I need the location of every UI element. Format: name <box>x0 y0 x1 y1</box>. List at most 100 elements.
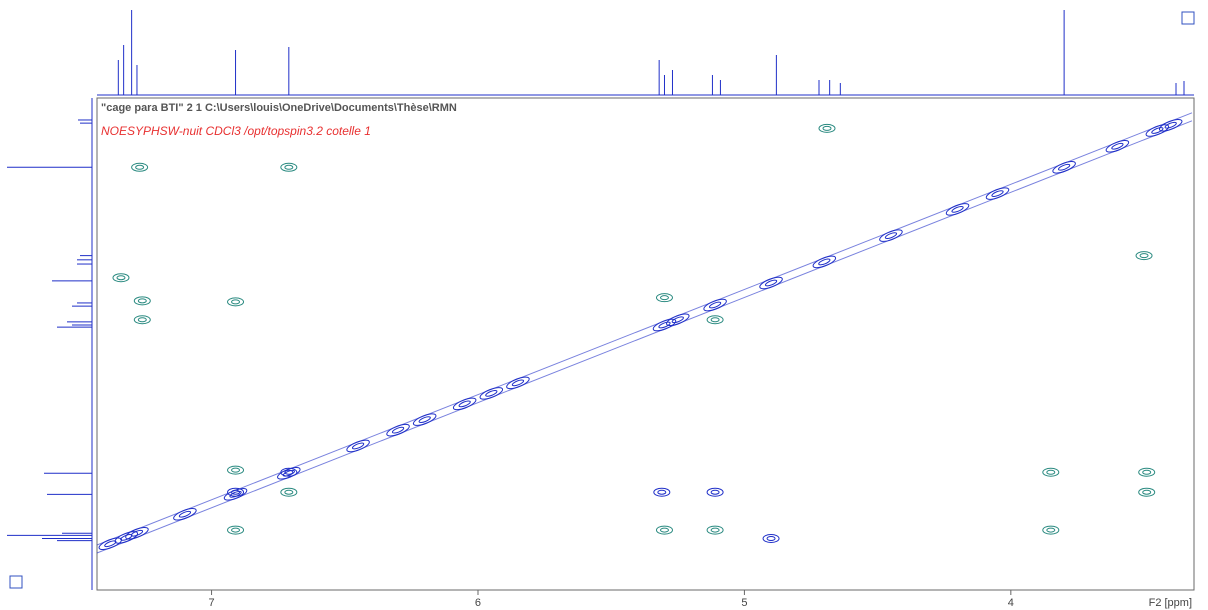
diagonal-peak-core <box>708 301 722 309</box>
spectrum-subtitle: NOESYPHSW-nuit CDCl3 /opt/topspin3.2 cot… <box>101 124 371 138</box>
cross-peak-core <box>822 125 832 131</box>
diagonal-peak-core <box>1057 163 1071 171</box>
cross-peak-core <box>284 164 294 170</box>
corner-box[interactable] <box>9 575 23 589</box>
diagonal-peak <box>173 508 197 521</box>
diagonal-peak-core <box>104 540 117 548</box>
diagonal-peak <box>985 187 1010 200</box>
cross-peak-core <box>231 527 241 533</box>
cross-peak-core <box>116 275 126 281</box>
diagonal-peak <box>1158 118 1183 132</box>
cross-peak-core <box>284 489 294 495</box>
cross-peak-core <box>710 489 720 495</box>
diagonal-peak-core <box>951 205 964 213</box>
diagonal-peak <box>945 203 970 216</box>
cross-peak <box>133 315 151 325</box>
diagonal-peak <box>277 467 301 480</box>
cross-peak <box>131 162 149 172</box>
diagonal-band <box>96 120 1193 554</box>
diagonal-peak <box>479 387 504 400</box>
cross-peak-core <box>231 489 241 495</box>
diagonal-peak-core <box>764 279 778 287</box>
diagonal-peak <box>812 255 837 269</box>
cross-peak-core <box>1046 469 1056 475</box>
cross-peak <box>280 162 298 172</box>
diagonal-peak <box>666 313 690 327</box>
diagonal-peak-core <box>1151 127 1164 134</box>
cross-peak <box>1042 467 1060 477</box>
cross-peak <box>762 533 780 543</box>
cross-peak-core <box>659 527 669 533</box>
cross-peak <box>227 487 245 497</box>
cross-peak <box>112 273 130 283</box>
cross-peak <box>818 123 836 133</box>
diagonal-peak-core <box>178 510 192 518</box>
cross-peak-core <box>1142 489 1152 495</box>
x-axis-label: F2 [ppm] <box>1149 597 1192 609</box>
cross-peak <box>653 487 671 497</box>
cross-peak-core <box>1046 527 1056 533</box>
cross-peak <box>227 465 245 475</box>
cross-peak <box>1042 525 1060 535</box>
cross-peak <box>655 293 673 303</box>
diagonal-peak-core <box>120 534 133 541</box>
cross-peak <box>1135 251 1153 261</box>
plot-frame <box>96 97 1195 591</box>
cross-peak-core <box>766 535 776 541</box>
cross-peak-core <box>135 164 145 170</box>
cross-peak <box>133 296 151 306</box>
diagonal-peak-core <box>991 190 1004 197</box>
diagonal-band <box>96 112 1193 546</box>
cross-peak-core <box>710 527 720 533</box>
diagonal-peak-core <box>511 379 525 387</box>
cross-peak <box>706 525 724 535</box>
cross-peak-core <box>657 489 667 495</box>
diagonal-peak-core <box>1111 142 1124 150</box>
cross-peak <box>1138 487 1156 497</box>
diagonal-peak <box>1105 139 1130 153</box>
diagonal-peak-core <box>671 316 684 324</box>
diagonal-peak <box>346 439 370 453</box>
diagonal-peak-core <box>391 426 405 434</box>
cross-peak-core <box>284 469 294 475</box>
diagonal-peak-core <box>818 258 831 266</box>
x-tick-label: 5 <box>741 597 747 609</box>
cross-peak-core <box>1139 253 1149 259</box>
diagonal-peak-core <box>351 442 365 450</box>
x-tick-label: 6 <box>475 597 481 609</box>
diagonal-peak <box>1052 161 1076 174</box>
cross-peak <box>280 467 298 477</box>
cross-peak-core <box>710 317 720 323</box>
diagonal-peak <box>879 229 903 242</box>
diagonal-peak <box>1145 124 1170 137</box>
cross-peak <box>280 487 298 497</box>
diagonal-peak-core <box>884 232 898 240</box>
cross-peak-core <box>1142 469 1152 475</box>
x-tick-label: 7 <box>208 597 214 609</box>
cross-peak-core <box>659 295 669 301</box>
spectrum-title: "cage para BTI" 2 1 C:\Users\louis\OneDr… <box>101 102 457 114</box>
diagonal-peak <box>652 318 677 332</box>
cross-peak-core <box>231 299 241 305</box>
cross-peak <box>227 297 245 307</box>
diagonal-peak-core <box>658 321 671 329</box>
diagonal-peak <box>703 298 727 312</box>
diagonal-peak <box>759 276 783 290</box>
diagonal-peak-core <box>1164 121 1177 129</box>
cross-peak-core <box>231 467 241 473</box>
diagonal-peak <box>98 537 123 551</box>
diagonal-peak-core <box>485 389 498 397</box>
corner-box[interactable] <box>1181 11 1195 25</box>
diagonal-peak <box>114 531 139 544</box>
cross-peak <box>706 315 724 325</box>
diagonal-peak-core <box>458 400 471 408</box>
cross-peak-core <box>137 298 147 304</box>
x-tick-label: 4 <box>1008 597 1014 609</box>
diagonal-peak <box>506 376 530 390</box>
diagonal-peak <box>386 423 410 437</box>
diagonal-peak <box>125 526 149 540</box>
cross-peak-core <box>137 317 147 323</box>
cross-peak <box>655 525 673 535</box>
diagonal-peak <box>452 397 477 411</box>
